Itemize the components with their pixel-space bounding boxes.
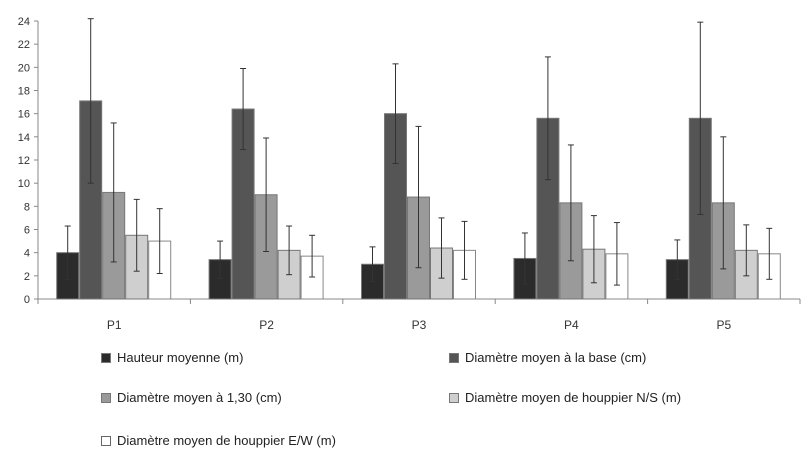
x-category-label: P1 [107,318,122,332]
error-bar [309,234,316,278]
error-bar [461,220,468,280]
y-tick-label: 24 [18,16,30,28]
legend-label: Diamètre moyen de houppier E/W (m) [117,433,336,448]
error-bar [720,136,727,270]
legend-item: Diamètre moyen de houppier E/W (m) [101,433,336,448]
error-bar [766,227,773,280]
error-bar [133,198,140,272]
y-tick-label: 22 [18,39,30,51]
x-category-label: P5 [716,318,731,332]
legend-label: Diamètre moyen de houppier N/S (m) [465,390,682,405]
error-bar [590,215,597,284]
error-bar [415,125,422,269]
y-tick-label: 8 [24,201,30,213]
error-bar [438,217,445,279]
error-bar [369,246,376,283]
error-bar [87,18,94,184]
legend-swatch [449,392,459,403]
legend-item: Hauteur moyenne (m) [101,350,243,365]
legend-swatch [449,352,459,363]
legend-label: Diamètre moyen à 1,30 (cm) [117,390,282,405]
legend-item: Diamètre moyen à la base (cm) [449,350,646,365]
x-category-label: P2 [259,318,274,332]
y-tick-label: 20 [18,62,30,74]
error-bar [567,144,574,262]
error-bar [613,222,620,286]
y-tick-label: 16 [18,109,30,121]
error-bar [544,56,551,181]
y-tick-label: 2 [24,271,30,283]
error-bar [217,240,224,279]
error-bar [263,137,270,253]
error-bar [521,232,528,285]
legend-item: Diamètre moyen à 1,30 (cm) [101,390,282,405]
error-bar [743,224,750,277]
legend-swatch [101,352,111,363]
bars-group [56,18,781,300]
y-tick-label: 4 [24,248,30,260]
error-bar [286,225,293,276]
legend-item: Diamètre moyen de houppier N/S (m) [449,390,681,405]
legend-label: Diamètre moyen à la base (cm) [465,350,647,365]
x-category-label: P3 [412,318,427,332]
legend-swatch [101,392,111,403]
y-tick-label: 6 [24,225,30,237]
error-bar [392,63,399,164]
error-bar [697,21,704,215]
y-tick-label: 18 [18,86,30,98]
legend-label: Hauteur moyenne (m) [117,350,244,365]
error-bar [156,208,163,275]
legend-swatch [101,435,111,446]
x-category-label: P4 [564,318,579,332]
y-tick-label: 14 [18,132,30,144]
error-bar [110,122,117,263]
y-tick-label: 0 [24,294,30,306]
error-bar [64,225,71,280]
y-tick-label: 10 [18,178,30,190]
error-bar [240,67,247,151]
error-bar [674,239,681,280]
y-tick-label: 12 [18,155,30,167]
